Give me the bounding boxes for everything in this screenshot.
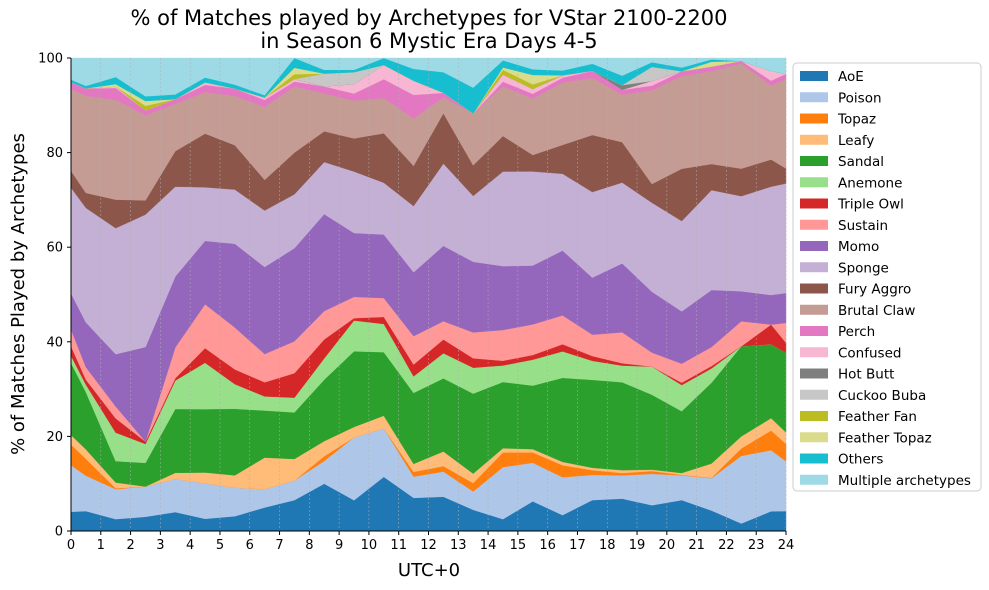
legend-swatch-triple-owl xyxy=(800,198,828,209)
legend-label-sandal: Sandal xyxy=(838,154,884,170)
x-tick-label: 3 xyxy=(156,538,164,553)
legend-swatch-momo xyxy=(800,241,828,251)
legend-swatch-brutal-claw xyxy=(800,304,828,315)
legend-label-feather-topaz: Feather Topaz xyxy=(838,430,932,446)
x-tick-label: 20 xyxy=(659,538,676,553)
y-axis-label: % of Matches Played by Archetypes xyxy=(8,133,29,455)
legend: AoE Poison Topaz Leafy Sandal Anemone Triple O… xyxy=(792,62,982,492)
legend-label-momo: Momo xyxy=(838,239,879,255)
legend-swatch-hot-butt xyxy=(800,368,828,379)
x-tick-label: 0 xyxy=(67,538,75,553)
legend-swatch-aoe xyxy=(800,71,828,81)
legend-label-fury-aggro: Fury Aggro xyxy=(838,282,911,298)
x-tick-label: 5 xyxy=(216,538,224,553)
legend-label-topaz: Topaz xyxy=(837,112,876,128)
legend-swatch-leafy xyxy=(800,134,828,145)
x-axis-label: UTC+0 xyxy=(398,560,460,581)
legend-label-confused: Confused xyxy=(838,345,901,361)
legend-label-leafy: Leafy xyxy=(838,133,874,149)
x-tick-label: 17 xyxy=(569,538,586,553)
x-tick-label: 12 xyxy=(420,538,437,553)
legend-label-sponge: Sponge xyxy=(838,260,889,276)
legend-swatch-others xyxy=(800,453,828,464)
legend-label-multiple-archetypes: Multiple archetypes xyxy=(838,473,971,489)
legend-label-sustain: Sustain xyxy=(838,218,888,234)
chart-title: % of Matches played by Archetypes for VS… xyxy=(131,6,728,53)
legend-frame xyxy=(792,62,982,492)
legend-swatch-sandal xyxy=(800,156,828,166)
legend-swatch-sustain xyxy=(800,219,828,230)
x-tick-label: 18 xyxy=(599,538,616,553)
y-tick-label: 100 xyxy=(38,52,63,67)
x-tick-label: 13 xyxy=(450,538,467,553)
x-tick-label: 21 xyxy=(688,538,705,553)
x-tick-label: 4 xyxy=(186,538,194,553)
legend-swatch-cuckoo-buba xyxy=(800,389,828,400)
legend-swatch-fury-aggro xyxy=(800,283,828,294)
legend-swatch-feather-fan xyxy=(800,411,828,421)
legend-label-others: Others xyxy=(838,452,883,468)
x-axis-ticks: 0 1 2 3 4 5 6 7 8 9 10 11 12 13 14 15 16 17 18 19 20 21 22 23 24 xyxy=(67,531,794,553)
y-tick-label: 40 xyxy=(46,335,63,350)
x-tick-label: 11 xyxy=(390,538,407,553)
legend-label-perch: Perch xyxy=(838,324,875,340)
legend-label-anemone: Anemone xyxy=(838,175,902,191)
x-tick-label: 9 xyxy=(335,538,343,553)
x-tick-label: 23 xyxy=(748,538,765,553)
x-tick-label: 2 xyxy=(126,538,134,553)
x-tick-label: 22 xyxy=(718,538,735,553)
legend-swatch-feather-topaz xyxy=(800,432,828,443)
legend-swatch-confused xyxy=(800,347,828,358)
x-tick-label: 14 xyxy=(480,538,497,553)
legend-label-brutal-claw: Brutal Claw xyxy=(838,303,915,319)
legend-swatch-anemone xyxy=(800,177,828,188)
legend-swatch-sponge xyxy=(800,262,828,273)
legend-swatch-topaz xyxy=(800,113,828,124)
x-tick-label: 10 xyxy=(361,538,378,553)
x-tick-label: 6 xyxy=(246,538,254,553)
x-tick-label: 19 xyxy=(629,538,646,553)
y-tick-label: 0 xyxy=(55,525,63,540)
legend-label-triple-owl: Triple Owl xyxy=(837,197,904,213)
x-tick-label: 24 xyxy=(778,538,795,553)
legend-swatch-perch xyxy=(800,326,828,336)
legend-label-poison: Poison xyxy=(838,90,882,106)
legend-swatch-poison xyxy=(800,92,828,103)
x-tick-label: 16 xyxy=(539,538,556,553)
vertical-gridlines xyxy=(70,58,787,531)
legend-label-hot-butt: Hot Butt xyxy=(838,367,894,383)
y-tick-label: 60 xyxy=(46,241,63,256)
legend-label-cuckoo-buba: Cuckoo Buba xyxy=(838,388,926,404)
legend-swatch-multiple-archetypes xyxy=(800,474,828,485)
legend-label-aoe: AoE xyxy=(838,69,864,85)
legend-label-feather-fan: Feather Fan xyxy=(838,409,917,425)
x-tick-label: 7 xyxy=(275,538,283,553)
y-axis-ticks: 0 20 40 60 80 100 xyxy=(38,52,71,540)
x-tick-label: 8 xyxy=(305,538,313,553)
x-tick-label: 1 xyxy=(97,538,105,553)
y-tick-label: 20 xyxy=(46,430,63,445)
y-tick-label: 80 xyxy=(46,146,63,161)
x-tick-label: 15 xyxy=(510,538,527,553)
